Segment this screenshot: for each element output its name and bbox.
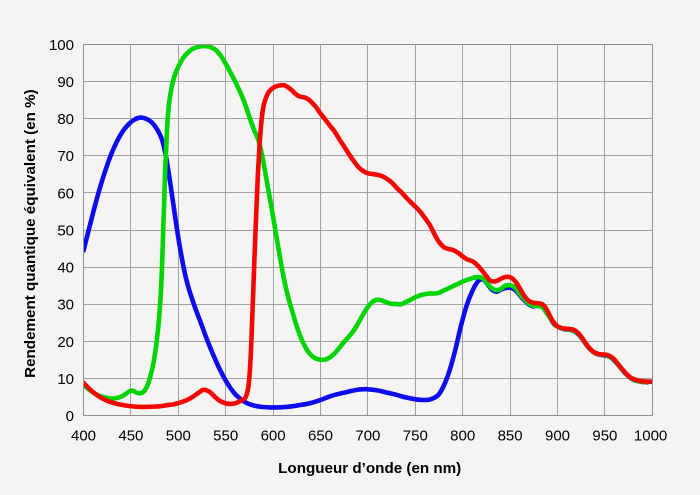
svg-text:100: 100 (49, 37, 74, 54)
svg-text:800: 800 (450, 427, 475, 444)
svg-text:0: 0 (66, 408, 74, 425)
svg-text:950: 950 (592, 427, 617, 444)
svg-text:20: 20 (57, 334, 74, 351)
svg-text:1000: 1000 (634, 427, 667, 444)
svg-text:70: 70 (57, 148, 74, 165)
svg-text:700: 700 (355, 427, 380, 444)
svg-text:850: 850 (498, 427, 523, 444)
svg-text:500: 500 (166, 427, 191, 444)
svg-text:50: 50 (57, 223, 74, 240)
svg-text:450: 450 (118, 427, 143, 444)
svg-text:650: 650 (308, 427, 333, 444)
svg-text:40: 40 (57, 260, 74, 277)
svg-text:Rendement quantique équivalent: Rendement quantique équivalent (en %) (22, 89, 39, 378)
svg-text:600: 600 (261, 427, 286, 444)
svg-text:550: 550 (213, 427, 238, 444)
svg-text:60: 60 (57, 185, 74, 202)
svg-text:Longueur d’onde (en nm): Longueur d’onde (en nm) (278, 460, 461, 477)
svg-text:10: 10 (57, 371, 74, 388)
svg-text:900: 900 (545, 427, 570, 444)
svg-text:400: 400 (71, 427, 96, 444)
svg-text:80: 80 (57, 111, 74, 128)
svg-text:30: 30 (57, 297, 74, 314)
svg-text:750: 750 (403, 427, 428, 444)
svg-text:90: 90 (57, 74, 74, 91)
